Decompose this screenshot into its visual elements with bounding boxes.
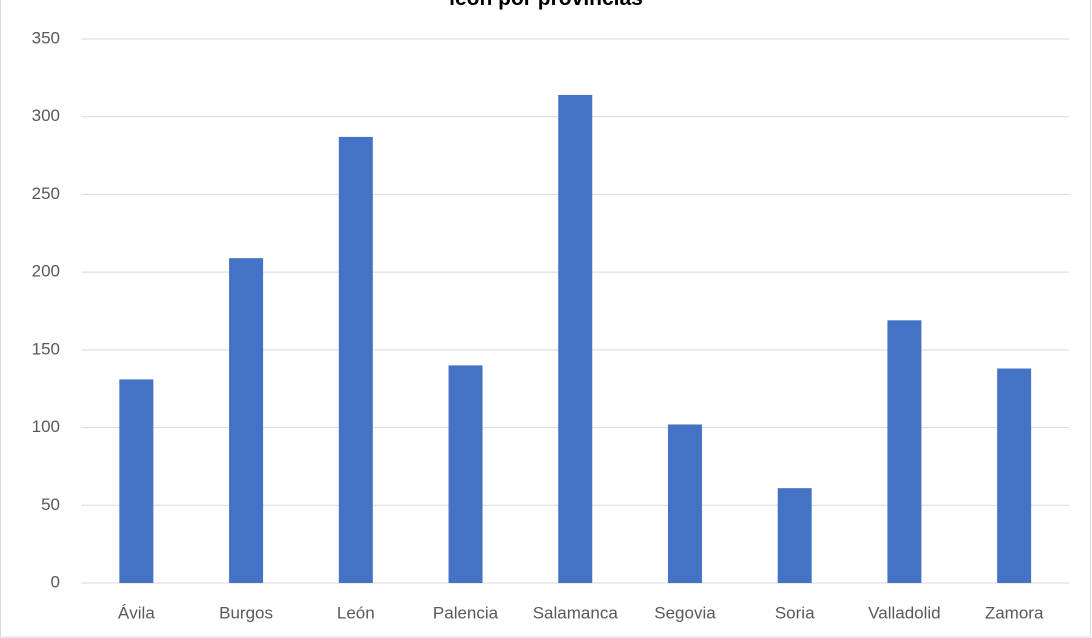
y-tick-label: 150 [32, 339, 60, 358]
x-tick-label: Segovia [654, 603, 716, 622]
bar [997, 368, 1032, 583]
y-tick-label: 0 [51, 572, 60, 591]
bar [777, 488, 812, 583]
x-tick-label: Valladolid [868, 603, 940, 622]
x-tick-label: Zamora [985, 603, 1044, 622]
x-tick-label: Salamanca [533, 603, 619, 622]
y-tick-label: 300 [32, 106, 60, 125]
bar [887, 320, 922, 583]
bar [558, 94, 593, 583]
bar [448, 365, 483, 583]
bar [229, 258, 264, 583]
y-tick-label: 50 [41, 495, 60, 514]
x-tick-label: Palencia [433, 603, 499, 622]
x-tick-label: Burgos [219, 603, 273, 622]
x-tick-label: Ávila [118, 603, 155, 622]
chart-title: león por provincias [449, 0, 643, 10]
y-tick-label: 200 [32, 262, 60, 281]
bar [667, 424, 702, 583]
x-tick-label: Soria [775, 603, 815, 622]
y-tick-label: 250 [32, 184, 60, 203]
x-tick-label: León [337, 603, 375, 622]
bar [338, 136, 373, 584]
bar [119, 379, 154, 583]
y-tick-label: 350 [32, 28, 60, 47]
y-tick-label: 100 [32, 417, 60, 436]
